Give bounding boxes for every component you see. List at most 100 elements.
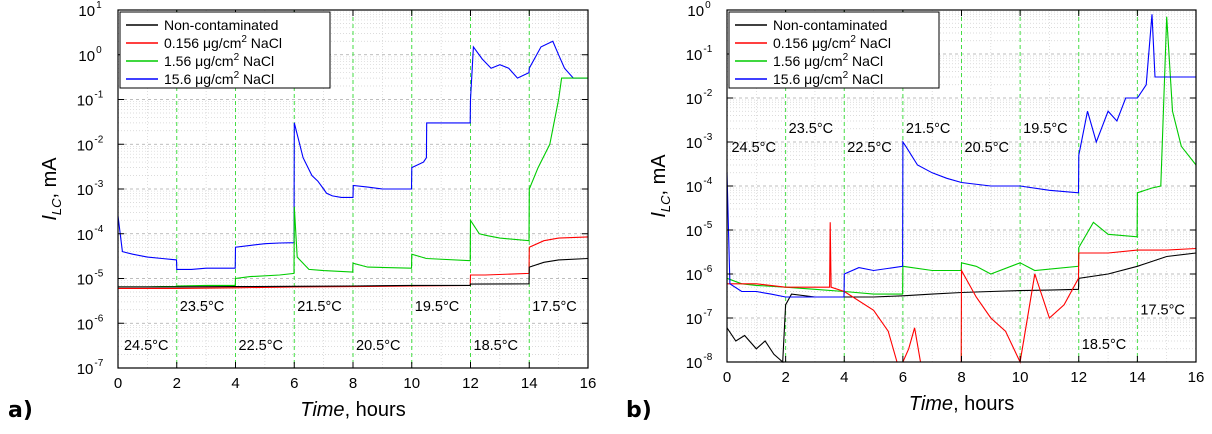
- x-tick-label: 8: [349, 375, 357, 392]
- y-tick-label: 10-5: [686, 220, 713, 240]
- series-line-blue: [117, 40, 588, 270]
- x-tick-label: 10: [1012, 369, 1029, 386]
- legend-entry: 1.56 μg/cm2 NaCl: [773, 52, 883, 69]
- legend-entry: 15.6 μg/cm2 NaCl: [773, 70, 883, 87]
- x-axis-label-italic: Time: [300, 399, 344, 421]
- temperature-annotation: 19.5°C: [415, 299, 460, 315]
- y-tick-exponent: -8: [703, 352, 712, 363]
- x-tick-label: 16: [580, 375, 597, 392]
- y-tick-exponent: 0: [96, 45, 102, 56]
- y-tick-exponent: -5: [94, 269, 103, 280]
- y-tick-exponent: 1: [96, 0, 102, 11]
- legend-entry: Non-contaminated: [773, 17, 887, 33]
- y-tick-label: 10-7: [77, 358, 104, 378]
- temperature-annotation: 22.5°C: [847, 140, 892, 156]
- temperature-annotation: 17.5°C: [532, 299, 577, 315]
- temperature-annotation: 23.5°C: [789, 121, 834, 137]
- x-tick-label: 6: [899, 369, 907, 386]
- x-axis-label-rest: , hours: [345, 399, 406, 421]
- y-tick-label: 10-3: [77, 179, 104, 199]
- y-tick-exponent: -7: [703, 308, 712, 319]
- legend-entry-unit: g/cm: [820, 35, 850, 51]
- legend-entry: 0.156 μg/cm2 NaCl: [164, 34, 282, 51]
- series-line-black: [118, 257, 589, 288]
- y-tick-exponent: -3: [94, 179, 103, 190]
- legend-entry-suffix: NaCl: [848, 53, 883, 69]
- legend-entry: 15.6 μg/cm2 NaCl: [164, 70, 274, 87]
- legend-entry-sup: 2: [843, 52, 849, 63]
- y-tick-exponent: -6: [703, 264, 712, 275]
- y-axis-label-italic: I: [648, 212, 670, 218]
- y-tick-label: 10-7: [686, 308, 713, 328]
- series-line-green: [118, 77, 588, 288]
- y-tick-label: 10-2: [77, 134, 104, 154]
- y-tick-exponent: -2: [703, 88, 712, 99]
- x-tick-label: 0: [723, 369, 731, 386]
- y-tick-label: 10-6: [686, 264, 713, 284]
- legend-entry-mu: μ: [804, 71, 812, 87]
- x-axis-label: Time, hours: [300, 399, 405, 421]
- temperature-annotation: 21.5°C: [297, 299, 342, 315]
- series-line-green: [726, 16, 1197, 295]
- legend-entry-prefix: 0.156: [164, 35, 203, 51]
- y-tick-label: 10-4: [686, 176, 713, 196]
- legend-entry-suffix: NaCl: [239, 53, 274, 69]
- legend-entry-mu: μ: [195, 53, 203, 69]
- x-tick-label: 14: [521, 375, 538, 392]
- y-tick-exponent: -5: [703, 220, 712, 231]
- panel-a: 0 2 4 6 8 10 12 14 1610-710-610-510-410-310-210-…: [39, 0, 596, 421]
- legend-entry: 0.156 μg/cm2 NaCl: [773, 34, 891, 51]
- y-axis-label: ILC, mA: [648, 154, 673, 218]
- y-tick-label: 100: [78, 45, 102, 65]
- y-tick-exponent: -7: [94, 358, 103, 369]
- y-axis-label-sub: LC: [658, 195, 673, 212]
- y-tick-label: 10-2: [686, 88, 713, 108]
- x-tick-label: 6: [290, 375, 298, 392]
- y-axis-label-rest: , mA: [648, 154, 670, 196]
- legend-entry-unit: g/cm: [203, 71, 233, 87]
- temperature-annotation: 20.5°C: [965, 140, 1010, 156]
- temperature-annotation: 20.5°C: [356, 338, 401, 354]
- legend-entry-mu: μ: [804, 53, 812, 69]
- y-tick-label: 10-3: [686, 132, 713, 152]
- legend-entry-suffix: NaCl: [856, 35, 891, 51]
- y-tick-exponent: -1: [703, 44, 712, 55]
- y-tick-label: 10-1: [77, 90, 104, 110]
- x-tick-label: 12: [462, 375, 479, 392]
- legend-entry-unit: g/cm: [812, 71, 842, 87]
- legend-entry-sup: 2: [234, 70, 240, 81]
- y-tick-exponent: -3: [703, 132, 712, 143]
- temperature-annotation: 19.5°C: [1023, 121, 1068, 137]
- legend-entry-mu: μ: [195, 71, 203, 87]
- x-tick-label: 2: [781, 369, 789, 386]
- x-axis-label: Time, hours: [909, 393, 1014, 415]
- legend-entry-prefix: Non-contaminated: [773, 17, 887, 33]
- legend-entry-sup: 2: [850, 34, 856, 45]
- temperature-annotation: 22.5°C: [239, 338, 284, 354]
- temperature-annotation: 18.5°C: [1082, 337, 1127, 353]
- panel-label-b: b): [626, 398, 652, 423]
- y-tick-exponent: -2: [94, 134, 103, 145]
- legend-entry-prefix: 15.6: [773, 71, 804, 87]
- y-tick-exponent: -4: [94, 224, 103, 235]
- y-axis-label-sub: LC: [49, 198, 64, 215]
- temperature-annotation: 21.5°C: [906, 121, 951, 137]
- y-tick-exponent: -4: [703, 176, 712, 187]
- legend-entry-suffix: NaCl: [247, 35, 282, 51]
- y-tick-label: 10-6: [77, 313, 104, 333]
- temperature-annotation: 24.5°C: [731, 140, 776, 156]
- legend-entry-sup: 2: [234, 52, 240, 63]
- legend-entry: 1.56 μg/cm2 NaCl: [164, 52, 274, 69]
- legend-entry-sup: 2: [241, 34, 247, 45]
- y-tick-label: 10-1: [686, 44, 713, 64]
- y-tick-label: 101: [78, 0, 102, 20]
- legend-entry-mu: μ: [812, 35, 820, 51]
- y-tick-label: 10-8: [686, 352, 713, 372]
- x-axis-label-rest: , hours: [953, 393, 1014, 415]
- x-tick-label: 2: [173, 375, 181, 392]
- y-tick-label: 100: [687, 0, 711, 20]
- y-axis-label: ILC, mA: [39, 157, 64, 221]
- y-axis-label-italic: I: [39, 215, 61, 221]
- x-tick-label: 12: [1070, 369, 1087, 386]
